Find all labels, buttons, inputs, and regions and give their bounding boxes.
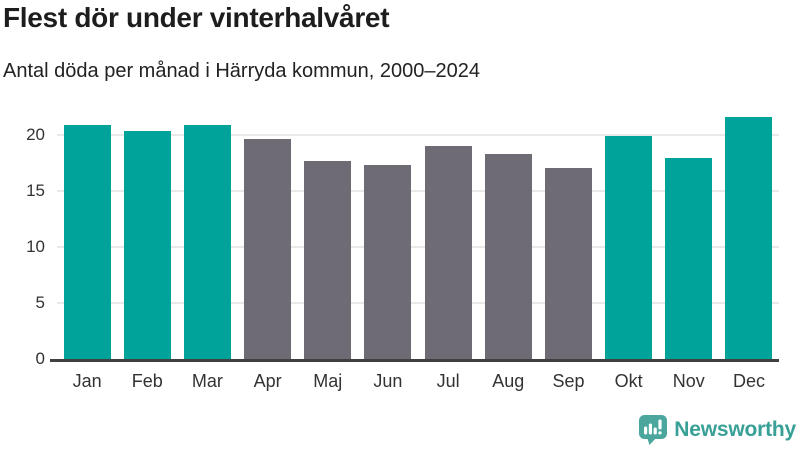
bar-jul — [424, 146, 472, 359]
x-tick-label: Feb — [131, 371, 163, 391]
bar-maj — [304, 160, 352, 359]
bar-mar — [183, 125, 231, 359]
y-tick-label: 5 — [35, 293, 45, 313]
bar-slot — [538, 115, 598, 359]
bar-slot — [298, 115, 358, 359]
bar-slot — [358, 115, 418, 359]
x-axis: Jan Feb Mar Apr Maj Jun Jul Aug Sep Okt Nov Dec — [57, 371, 779, 392]
bar-slot — [177, 115, 237, 359]
bar-slot — [418, 115, 478, 359]
y-tick-label: 0 — [35, 349, 45, 368]
plot-area — [57, 115, 779, 359]
bar-slot — [57, 115, 117, 359]
x-tick-label: Jun — [373, 371, 403, 391]
x-tick-label: Nov — [672, 371, 705, 391]
x-tick-label: Aug — [492, 371, 525, 391]
bars-container — [57, 115, 779, 359]
bar-nov — [665, 157, 713, 359]
bar-dec — [725, 117, 773, 359]
x-tick-label: Jan — [72, 371, 102, 391]
bar-chart: 0 5 10 15 20 Jan Feb Mar Apr Maj Jun Jul Aug Sep Okt N… — [0, 115, 800, 405]
x-tick-label: Maj — [313, 371, 343, 391]
x-tick-label: Jul — [436, 371, 460, 391]
bar-slot — [599, 115, 659, 359]
bar-jun — [364, 165, 412, 359]
y-tick-label: 20 — [26, 125, 45, 145]
bar-apr — [244, 138, 292, 359]
x-axis-line — [50, 359, 779, 362]
x-tick-label: Okt — [614, 371, 643, 391]
chart-title: Flest dör under vinterhalvåret — [3, 2, 390, 33]
bar-slot — [719, 115, 779, 359]
gridline — [57, 246, 779, 249]
brand-name: Newsworthy — [674, 418, 796, 441]
bar-aug — [484, 154, 532, 359]
bar-slot — [117, 115, 177, 359]
brand-footer: Newsworthy — [639, 414, 796, 446]
y-axis: 0 5 10 15 20 — [0, 115, 45, 368]
bar-slot — [478, 115, 538, 359]
x-tick-label: Apr — [253, 371, 282, 391]
bar-slot — [238, 115, 298, 359]
bar-jan — [63, 125, 111, 359]
gridline — [57, 302, 779, 305]
x-tick-label: Dec — [732, 371, 765, 391]
bar-okt — [605, 136, 653, 359]
gridline — [57, 134, 779, 137]
chart-subtitle: Antal döda per månad i Härryda kommun, 2… — [3, 60, 480, 82]
x-tick-label: Mar — [191, 371, 223, 391]
bar-slot — [659, 115, 719, 359]
x-tick-label: Sep — [552, 371, 585, 391]
y-tick-label: 10 — [26, 237, 45, 257]
gridline — [57, 190, 779, 193]
y-tick-label: 15 — [26, 181, 45, 201]
bar-chart-speech-bubble-icon — [639, 414, 668, 445]
bar-feb — [123, 130, 171, 359]
bar-sep — [544, 167, 592, 359]
